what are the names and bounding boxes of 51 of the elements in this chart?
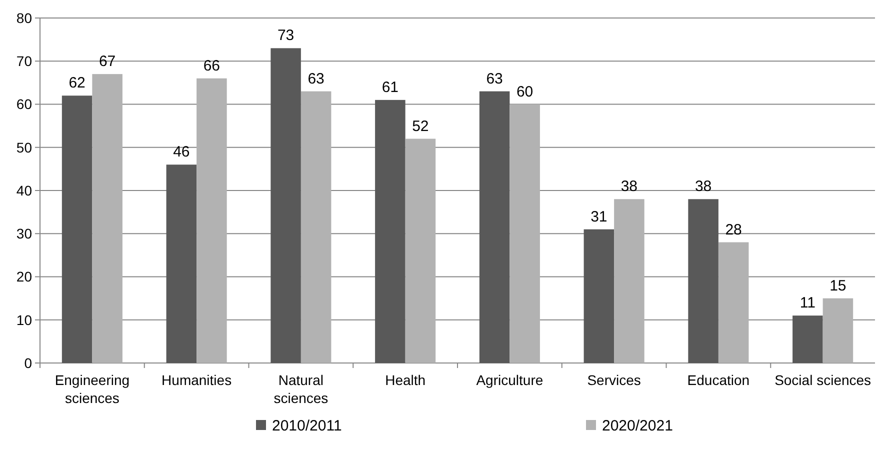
data-label: 63	[308, 70, 324, 88]
bar	[375, 100, 406, 363]
bar	[688, 199, 718, 363]
bar	[270, 48, 301, 363]
y-tick-label: 40	[16, 182, 32, 198]
data-label: 73	[277, 27, 294, 44]
bar	[166, 164, 197, 363]
data-label: 11	[800, 294, 816, 312]
x-tick-label: Social sciences	[774, 372, 872, 388]
bar	[510, 104, 540, 363]
x-tick-label: Agriculture	[476, 372, 544, 388]
bar	[300, 91, 332, 363]
y-tick-label: 0	[24, 354, 32, 371]
y-tick-label: 50	[16, 139, 32, 156]
x-tick-label: Health	[385, 372, 426, 388]
bar	[614, 199, 644, 363]
data-label: 52	[412, 118, 429, 135]
bar	[405, 138, 436, 363]
y-tick-label: 60	[16, 96, 32, 112]
bar	[718, 242, 749, 363]
data-label: 46	[173, 144, 190, 161]
x-tick-label: Humanities	[162, 372, 232, 388]
bar	[584, 229, 614, 363]
bar	[792, 316, 823, 363]
bar	[62, 96, 92, 363]
y-tick-label: 20	[16, 268, 32, 285]
x-tick-label: Education	[687, 372, 750, 388]
bar	[196, 78, 227, 363]
bar	[92, 74, 122, 363]
x-tick-label: Engineering sciences	[54, 372, 130, 406]
data-label: 28	[725, 221, 742, 238]
bar	[479, 91, 510, 363]
data-label: 66	[203, 57, 220, 74]
bar	[822, 298, 854, 363]
data-label: 63	[486, 70, 503, 88]
legend-label: 2020/2021	[602, 417, 673, 434]
y-tick-label: 80	[16, 10, 32, 26]
x-tick-label: Services	[587, 372, 641, 388]
data-label: 60	[516, 83, 534, 100]
y-tick-label: 30	[16, 226, 32, 242]
data-label: 61	[382, 78, 399, 96]
x-tick-label: Natural sciences	[274, 372, 328, 406]
data-label: 62	[68, 74, 86, 92]
data-label: 38	[620, 178, 638, 196]
data-label: 38	[694, 178, 712, 196]
data-label: 15	[830, 277, 846, 294]
y-tick-label: 70	[16, 53, 32, 70]
data-label: 67	[98, 53, 116, 70]
data-label: 31	[590, 208, 608, 226]
y-tick-label: 10	[16, 312, 32, 328]
legend-label: 2010/2011	[272, 417, 342, 434]
